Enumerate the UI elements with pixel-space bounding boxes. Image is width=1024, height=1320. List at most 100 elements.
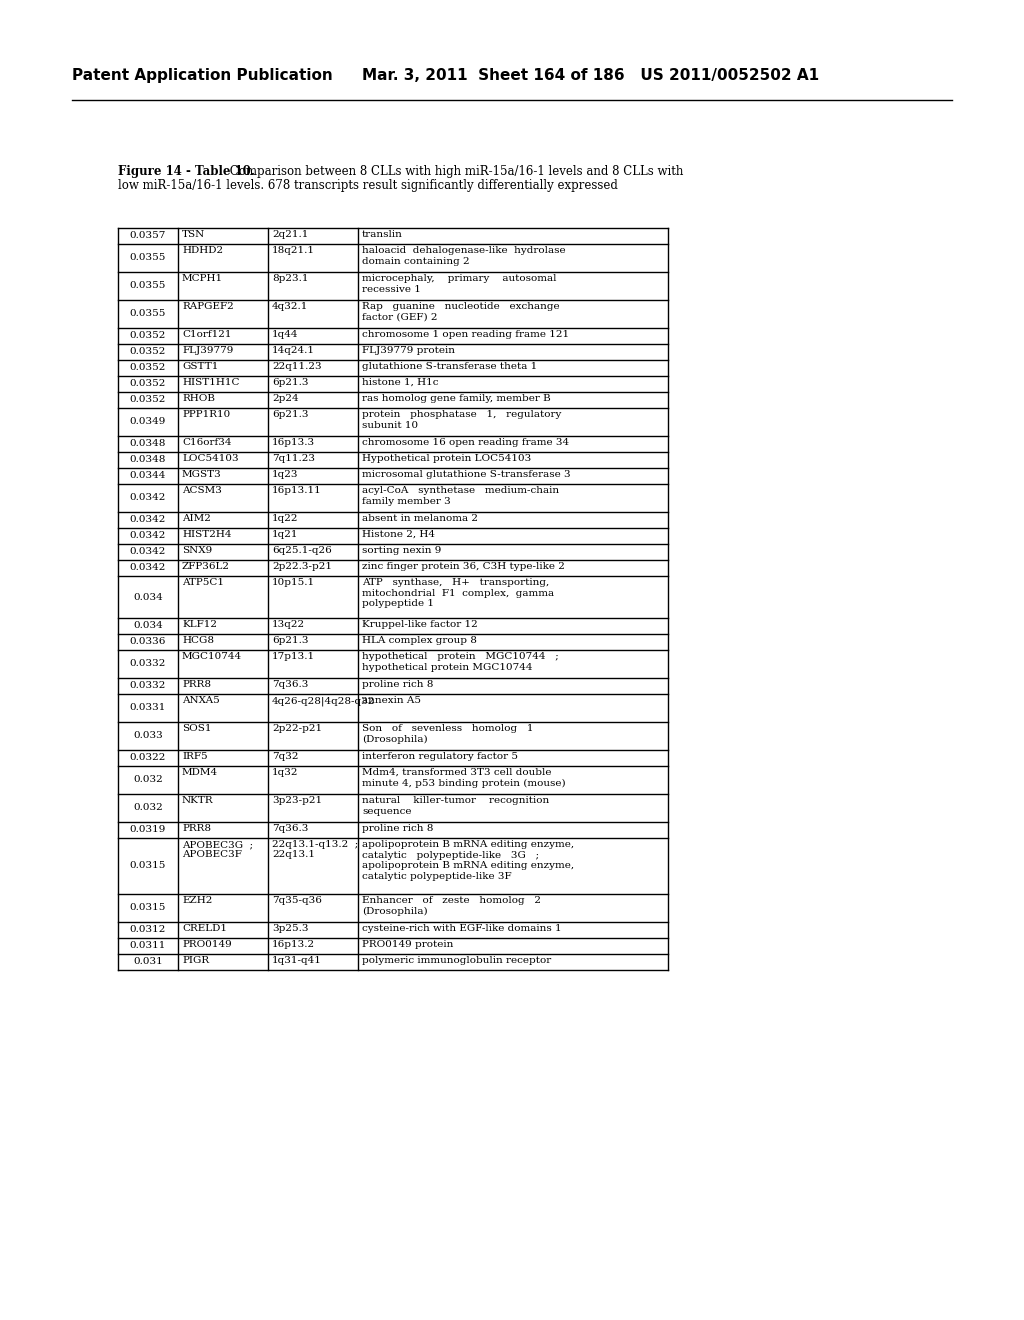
Text: 0.0352: 0.0352 bbox=[130, 347, 166, 356]
Text: chromosome 16 open reading frame 34: chromosome 16 open reading frame 34 bbox=[362, 438, 569, 447]
Text: 16p13.2: 16p13.2 bbox=[272, 940, 315, 949]
Text: 2p22-p21: 2p22-p21 bbox=[272, 723, 323, 733]
Text: glutathione S-transferase theta 1: glutathione S-transferase theta 1 bbox=[362, 362, 538, 371]
Text: proline rich 8: proline rich 8 bbox=[362, 680, 433, 689]
Text: PIGR: PIGR bbox=[182, 956, 209, 965]
Text: 16p13.11: 16p13.11 bbox=[272, 486, 322, 495]
Text: 13q22: 13q22 bbox=[272, 620, 305, 630]
Text: 0.0352: 0.0352 bbox=[130, 380, 166, 388]
Text: PPP1R10: PPP1R10 bbox=[182, 411, 230, 418]
Text: cysteine-rich with EGF-like domains 1: cysteine-rich with EGF-like domains 1 bbox=[362, 924, 561, 933]
Text: LOC54103: LOC54103 bbox=[182, 454, 239, 463]
Text: RAPGEF2: RAPGEF2 bbox=[182, 302, 233, 312]
Text: SOS1: SOS1 bbox=[182, 723, 212, 733]
Text: 7q32: 7q32 bbox=[272, 752, 299, 762]
Text: 0.0332: 0.0332 bbox=[130, 681, 166, 690]
Text: 0.032: 0.032 bbox=[133, 776, 163, 784]
Text: Kruppel-like factor 12: Kruppel-like factor 12 bbox=[362, 620, 478, 630]
Text: 3p25.3: 3p25.3 bbox=[272, 924, 308, 933]
Text: 6p21.3: 6p21.3 bbox=[272, 378, 308, 387]
Text: 0.0355: 0.0355 bbox=[130, 309, 166, 318]
Text: 0.0352: 0.0352 bbox=[130, 331, 166, 341]
Text: AIM2: AIM2 bbox=[182, 513, 211, 523]
Text: 0.0342: 0.0342 bbox=[130, 532, 166, 540]
Text: 8p23.1: 8p23.1 bbox=[272, 275, 308, 282]
Text: Histone 2, H4: Histone 2, H4 bbox=[362, 531, 435, 539]
Text: 0.0311: 0.0311 bbox=[130, 941, 166, 950]
Text: 7q35-q36: 7q35-q36 bbox=[272, 896, 322, 906]
Text: 17p13.1: 17p13.1 bbox=[272, 652, 315, 661]
Text: 0.034: 0.034 bbox=[133, 622, 163, 631]
Text: polymeric immunoglobulin receptor: polymeric immunoglobulin receptor bbox=[362, 956, 551, 965]
Text: 0.0352: 0.0352 bbox=[130, 396, 166, 404]
Text: 0.0319: 0.0319 bbox=[130, 825, 166, 834]
Text: APOBEC3G  ;
APOBEC3F: APOBEC3G ; APOBEC3F bbox=[182, 840, 253, 859]
Text: Comparison between 8 CLLs with high miR-15a/16-1 levels and 8 CLLs with: Comparison between 8 CLLs with high miR-… bbox=[226, 165, 683, 178]
Text: HCG8: HCG8 bbox=[182, 636, 214, 645]
Text: protein   phosphatase   1,   regulatory
subunit 10: protein phosphatase 1, regulatory subuni… bbox=[362, 411, 561, 430]
Text: 0.0355: 0.0355 bbox=[130, 281, 166, 290]
Text: 0.0331: 0.0331 bbox=[130, 704, 166, 713]
Text: 0.0315: 0.0315 bbox=[130, 903, 166, 912]
Text: MGST3: MGST3 bbox=[182, 470, 222, 479]
Text: 0.0332: 0.0332 bbox=[130, 660, 166, 668]
Text: zinc finger protein 36, C3H type-like 2: zinc finger protein 36, C3H type-like 2 bbox=[362, 562, 565, 572]
Text: IRF5: IRF5 bbox=[182, 752, 208, 762]
Text: acyl-CoA   synthetase   medium-chain
family member 3: acyl-CoA synthetase medium-chain family … bbox=[362, 486, 559, 506]
Text: 6p21.3: 6p21.3 bbox=[272, 411, 308, 418]
Text: EZH2: EZH2 bbox=[182, 896, 212, 906]
Text: 3p23-p21: 3p23-p21 bbox=[272, 796, 323, 805]
Text: 1q22: 1q22 bbox=[272, 513, 299, 523]
Text: ras homolog gene family, member B: ras homolog gene family, member B bbox=[362, 393, 551, 403]
Text: natural    killer-tumor    recognition
sequence: natural killer-tumor recognition sequenc… bbox=[362, 796, 549, 816]
Text: proline rich 8: proline rich 8 bbox=[362, 824, 433, 833]
Text: 10p15.1: 10p15.1 bbox=[272, 578, 315, 587]
Text: 0.0312: 0.0312 bbox=[130, 925, 166, 935]
Text: GSTT1: GSTT1 bbox=[182, 362, 218, 371]
Text: 4q26-q28|4q28-q32: 4q26-q28|4q28-q32 bbox=[272, 696, 376, 705]
Text: HIST1H1C: HIST1H1C bbox=[182, 378, 240, 387]
Text: 7q11.23: 7q11.23 bbox=[272, 454, 315, 463]
Text: HLA complex group 8: HLA complex group 8 bbox=[362, 636, 477, 645]
Text: 2q21.1: 2q21.1 bbox=[272, 230, 308, 239]
Text: CRELD1: CRELD1 bbox=[182, 924, 227, 933]
Text: 22q11.23: 22q11.23 bbox=[272, 362, 322, 371]
Text: MDM4: MDM4 bbox=[182, 768, 218, 777]
Text: Patent Application Publication: Patent Application Publication bbox=[72, 69, 333, 83]
Text: 0.034: 0.034 bbox=[133, 593, 163, 602]
Text: 1q23: 1q23 bbox=[272, 470, 299, 479]
Text: FLJ39779: FLJ39779 bbox=[182, 346, 233, 355]
Text: 7q36.3: 7q36.3 bbox=[272, 680, 308, 689]
Text: RHOB: RHOB bbox=[182, 393, 215, 403]
Text: Son   of   sevenless   homolog   1
(Drosophila): Son of sevenless homolog 1 (Drosophila) bbox=[362, 723, 534, 744]
Text: 0.0342: 0.0342 bbox=[130, 516, 166, 524]
Text: absent in melanoma 2: absent in melanoma 2 bbox=[362, 513, 478, 523]
Text: apolipoprotein B mRNA editing enzyme,
catalytic   polypeptide-like   3G   ;
apol: apolipoprotein B mRNA editing enzyme, ca… bbox=[362, 840, 574, 882]
Text: 6q25.1-q26: 6q25.1-q26 bbox=[272, 546, 332, 554]
Text: hypothetical   protein   MGC10744   ;
hypothetical protein MGC10744: hypothetical protein MGC10744 ; hypothet… bbox=[362, 652, 559, 672]
Text: Rap   guanine   nucleotide   exchange
factor (GEF) 2: Rap guanine nucleotide exchange factor (… bbox=[362, 302, 560, 322]
Text: ATP5C1: ATP5C1 bbox=[182, 578, 224, 587]
Text: 14q24.1: 14q24.1 bbox=[272, 346, 315, 355]
Text: 0.0344: 0.0344 bbox=[130, 471, 166, 480]
Text: 0.033: 0.033 bbox=[133, 731, 163, 741]
Text: histone 1, H1c: histone 1, H1c bbox=[362, 378, 438, 387]
Text: Hypothetical protein LOC54103: Hypothetical protein LOC54103 bbox=[362, 454, 531, 463]
Text: 0.0322: 0.0322 bbox=[130, 754, 166, 763]
Text: 0.0342: 0.0342 bbox=[130, 494, 166, 503]
Text: haloacid  dehalogenase-like  hydrolase
domain containing 2: haloacid dehalogenase-like hydrolase dom… bbox=[362, 246, 565, 265]
Text: Enhancer   of   zeste   homolog   2
(Drosophila): Enhancer of zeste homolog 2 (Drosophila) bbox=[362, 896, 541, 916]
Text: 0.0357: 0.0357 bbox=[130, 231, 166, 240]
Text: 0.0355: 0.0355 bbox=[130, 253, 166, 263]
Text: ATP   synthase,   H+   transporting,
mitochondrial  F1  complex,  gamma
polypept: ATP synthase, H+ transporting, mitochond… bbox=[362, 578, 554, 609]
Text: FLJ39779 protein: FLJ39779 protein bbox=[362, 346, 455, 355]
Text: HIST2H4: HIST2H4 bbox=[182, 531, 231, 539]
Text: 0.0348: 0.0348 bbox=[130, 440, 166, 449]
Text: NKTR: NKTR bbox=[182, 796, 214, 805]
Text: sorting nexin 9: sorting nexin 9 bbox=[362, 546, 441, 554]
Text: PRO0149 protein: PRO0149 protein bbox=[362, 940, 454, 949]
Text: 22q13.1-q13.2  ;
22q13.1: 22q13.1-q13.2 ; 22q13.1 bbox=[272, 840, 358, 859]
Text: chromosome 1 open reading frame 121: chromosome 1 open reading frame 121 bbox=[362, 330, 569, 339]
Text: TSN: TSN bbox=[182, 230, 205, 239]
Text: 1q31-q41: 1q31-q41 bbox=[272, 956, 322, 965]
